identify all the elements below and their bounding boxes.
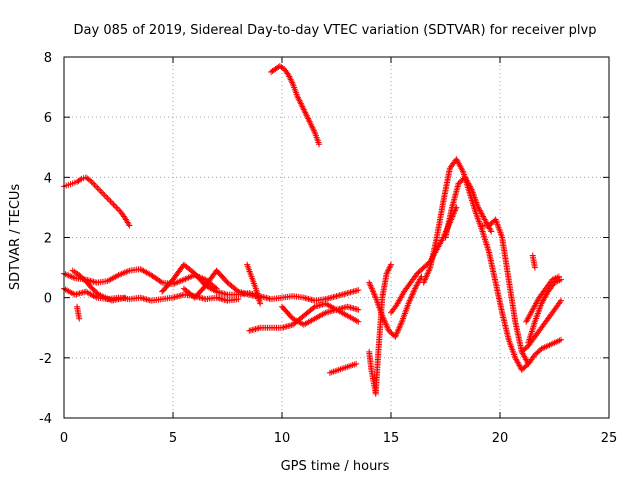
data-point <box>104 195 111 202</box>
data-point <box>488 228 495 235</box>
data-point <box>91 181 98 188</box>
data-point-fill <box>90 180 97 187</box>
data-point-fill <box>101 192 108 199</box>
y-tick-label: 8 <box>44 51 52 66</box>
axis-ticks: 0 5 10 15 20 25 -4 -2 0 2 4 6 8 <box>39 51 617 446</box>
data-point <box>76 315 83 322</box>
chart-title: Day 085 of 2019, Sidereal Day-to-day VTE… <box>74 23 597 38</box>
x-tick-label: 15 <box>383 431 400 446</box>
plot-frame <box>63 56 610 419</box>
data-point <box>555 273 562 280</box>
data-point <box>355 318 362 325</box>
data-point-fill <box>107 198 114 205</box>
data-point-fill <box>94 184 101 191</box>
y-tick-label: 4 <box>44 171 52 186</box>
y-tick-label: 0 <box>44 292 52 307</box>
data-point <box>531 264 538 271</box>
data-point <box>257 300 264 307</box>
data-point <box>108 199 115 206</box>
y-tick-label: 6 <box>44 111 52 126</box>
x-axis-label: GPS time / hours <box>281 459 390 474</box>
x-tick-label: 5 <box>169 431 177 446</box>
data-point <box>388 261 394 268</box>
data-point <box>355 306 362 313</box>
data-point <box>122 294 129 301</box>
data-point <box>113 204 120 211</box>
data-point-fill <box>114 205 121 212</box>
x-tick-label: 0 <box>60 431 68 446</box>
y-tick-label: 2 <box>44 232 52 247</box>
data-point-fill <box>157 278 164 285</box>
data-point-fill <box>111 202 118 209</box>
data-point-fill <box>85 176 92 183</box>
data-point <box>353 360 360 367</box>
data-point <box>558 276 565 283</box>
data-points <box>61 63 565 397</box>
data-point <box>100 190 107 197</box>
x-tick-label: 25 <box>601 431 618 446</box>
data-point-fill <box>98 189 105 196</box>
data-point <box>126 222 133 229</box>
x-tick-label: 10 <box>274 431 291 446</box>
data-point <box>525 360 532 367</box>
x-tick-label: 20 <box>492 431 509 446</box>
y-tick-label: -2 <box>39 352 52 367</box>
data-point-fill <box>97 187 104 194</box>
data-point <box>355 287 362 294</box>
data-point-fill <box>103 193 110 200</box>
data-point <box>316 141 323 148</box>
data-point-fill <box>76 176 83 183</box>
data-point <box>558 297 565 304</box>
y-axis-label: SDTVAR / TECUs <box>8 184 23 291</box>
data-point-fill <box>92 183 99 190</box>
data-point-fill <box>279 65 286 72</box>
data-point-fill <box>106 196 113 203</box>
data-point <box>95 186 102 193</box>
data-point-fill <box>110 201 117 208</box>
data-point <box>558 336 565 343</box>
y-tick-label: -4 <box>39 412 52 427</box>
